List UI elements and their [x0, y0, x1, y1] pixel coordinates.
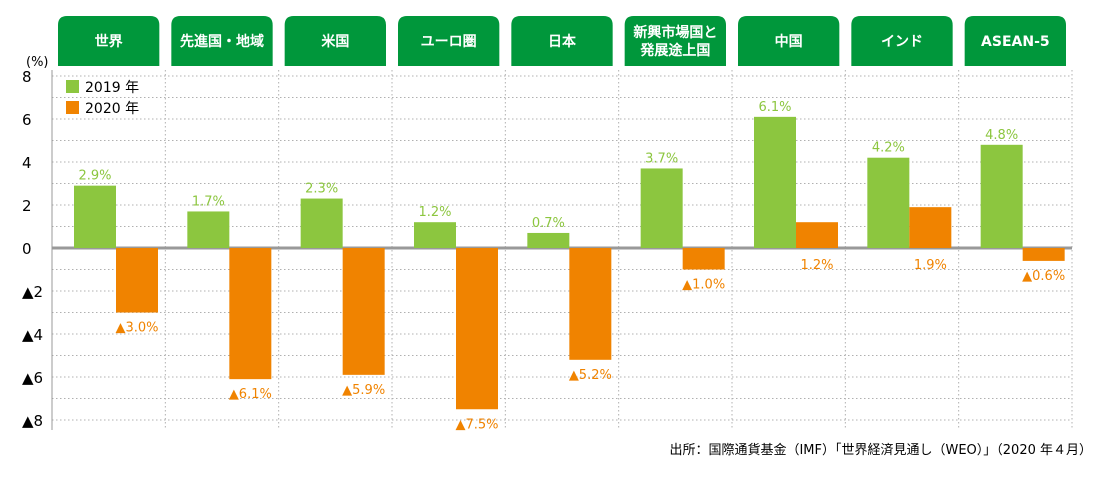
data-label-2019: 6.1%	[758, 100, 791, 115]
category-header	[58, 16, 160, 66]
category-header	[964, 16, 1066, 66]
y-axis-ticks: 8 6 4 2 0 ▲2 ▲4 ▲6 ▲8	[22, 68, 43, 430]
bar-2019	[300, 198, 343, 248]
bar-2020	[116, 248, 158, 313]
legend-label-2020: 2020 年	[85, 101, 139, 117]
data-label-2019: 1.7%	[192, 194, 225, 209]
data-label-2019: 1.2%	[418, 205, 451, 220]
category-header	[171, 16, 273, 66]
category-label: 世界	[95, 33, 124, 50]
bar-2020	[796, 222, 838, 248]
data-label-2019: 2.3%	[305, 182, 338, 197]
bar-2020	[682, 248, 725, 270]
bar-2019	[867, 157, 910, 248]
y-tick-label: ▲4	[22, 326, 43, 344]
bar-2019	[187, 211, 230, 248]
category-headers: 世界 先進国・地域 米国 ユーロ圏 日本 新興市場国と発展途上国 中国 インド ASEAN-5	[58, 16, 1066, 66]
bar-2019	[980, 144, 1023, 248]
y-tick-label: 8	[22, 68, 32, 86]
data-label-2020: ▲5.2%	[569, 368, 612, 383]
category-label: 中国	[775, 33, 803, 50]
bars	[74, 116, 1065, 410]
bar-2020	[569, 248, 612, 360]
data-label-2020: ▲7.5%	[455, 417, 498, 432]
data-label-2019: 2.9%	[78, 169, 111, 184]
grid-lines	[51, 70, 1073, 430]
bar-2020	[909, 207, 952, 248]
data-label-2019: 0.7%	[532, 216, 565, 231]
data-label-2019: 3.7%	[645, 151, 678, 166]
data-label-2020: ▲1.0%	[682, 278, 725, 293]
category-header	[398, 16, 500, 66]
y-tick-label: ▲2	[22, 283, 43, 301]
bar-2020	[456, 248, 498, 410]
category-header	[738, 16, 840, 66]
bar-2019	[527, 232, 570, 248]
data-label-2020: ▲6.1%	[229, 387, 272, 402]
y-tick-label: 4	[22, 154, 32, 172]
category-label: 新興市場国と発展途上国	[633, 24, 717, 59]
bar-2020	[1022, 248, 1065, 261]
data-labels: 2.9% ▲3.0% 1.7% ▲6.1% 2.3% ▲5.9% 1.2% ▲7.5% 0.7%…	[78, 100, 1065, 432]
legend-swatch-2019	[66, 80, 79, 93]
bar-2019	[754, 116, 796, 248]
legend-swatch-2020	[66, 101, 79, 114]
category-header	[624, 16, 726, 66]
bar-2019	[640, 168, 683, 248]
category-label: 先進国・地域	[180, 33, 264, 50]
bar-2019	[74, 185, 116, 248]
source-note: 出所：国際通貨基金（IMF）「世界経済見通し（WEO）」（2020 年４月）	[669, 443, 1092, 458]
category-label: ASEAN-5	[981, 34, 1050, 50]
category-label: 米国	[321, 33, 349, 50]
legend: 2019 年 2020 年	[66, 80, 139, 117]
data-label-2020: ▲3.0%	[115, 321, 158, 336]
data-label-2019: 4.2%	[872, 141, 905, 156]
legend-label-2019: 2019 年	[85, 80, 139, 96]
y-tick-label: 0	[22, 240, 32, 258]
y-tick-label: ▲6	[22, 369, 43, 387]
bar-2020	[342, 248, 385, 375]
y-tick-label: 2	[22, 197, 32, 215]
data-label-2020: 1.9%	[914, 258, 947, 273]
data-label-2020: 1.2%	[800, 258, 833, 273]
data-label-2020: ▲5.9%	[342, 383, 385, 398]
y-axis-unit: (%)	[26, 55, 49, 70]
bar-2019	[414, 222, 456, 248]
data-label-2020: ▲0.6%	[1022, 269, 1065, 284]
category-label: インド	[881, 34, 923, 50]
category-label: ユーロ圏	[421, 34, 477, 50]
category-header	[851, 16, 953, 66]
category-header	[511, 16, 613, 66]
category-header	[284, 16, 386, 66]
y-tick-label: ▲8	[22, 412, 43, 430]
data-label-2019: 4.8%	[985, 128, 1018, 143]
y-tick-label: 6	[22, 111, 32, 129]
bar-2020	[229, 248, 272, 380]
category-label: 日本	[548, 33, 577, 50]
